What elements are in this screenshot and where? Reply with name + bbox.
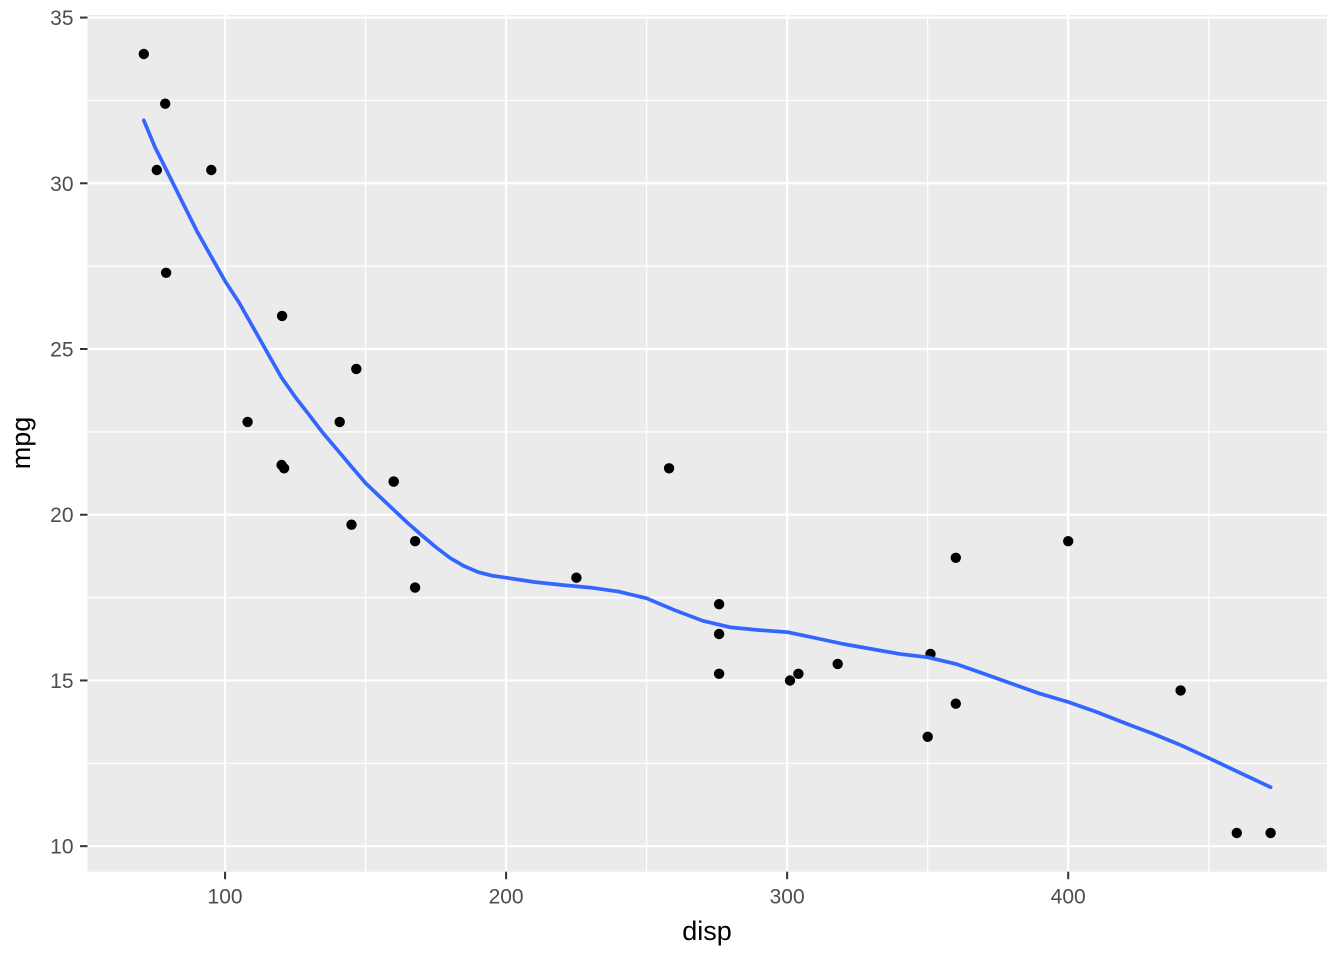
data-point — [409, 582, 421, 593]
data-point — [160, 98, 171, 109]
x-tick-label: 200 — [489, 886, 524, 909]
data-point — [388, 476, 399, 487]
axis-ticks — [80, 16, 1070, 880]
data-point — [950, 552, 961, 563]
y-tick-label: 20 — [50, 504, 73, 527]
x-tick-label: 400 — [1051, 886, 1086, 909]
data-point — [1175, 685, 1186, 696]
y-tick-label: 15 — [50, 670, 73, 693]
data-point — [663, 463, 675, 474]
data-point — [206, 164, 217, 176]
y-tick-label: 25 — [50, 339, 73, 362]
data-point — [713, 599, 725, 610]
y-axis-title: mpg — [6, 417, 36, 470]
x-tick-label: 300 — [770, 886, 805, 909]
data-point — [950, 698, 961, 709]
x-axis-title: disp — [682, 916, 732, 946]
data-point — [571, 572, 582, 583]
data-point — [713, 628, 725, 640]
data-point — [713, 668, 725, 679]
data-point — [242, 416, 253, 428]
x-tick-label: 100 — [208, 886, 243, 909]
panel-background — [87, 14, 1327, 872]
data-point — [276, 310, 288, 322]
data-point — [138, 48, 149, 60]
smooth-trend-line — [141, 118, 1273, 790]
data-point — [1265, 827, 1276, 839]
y-tick-label: 10 — [50, 836, 73, 859]
data-point — [784, 675, 796, 686]
y-tick-label: 30 — [50, 173, 73, 196]
data-point — [151, 164, 162, 176]
data-point — [334, 416, 345, 428]
minor-gridlines — [87, 14, 1327, 872]
data-point — [1063, 536, 1074, 547]
plot-panel — [87, 14, 1327, 872]
data-point — [160, 267, 172, 278]
data-point — [1231, 827, 1243, 839]
data-point — [832, 658, 843, 670]
data-point — [351, 363, 362, 375]
data-point — [278, 463, 290, 474]
y-tick-label: 35 — [50, 7, 73, 30]
major-gridlines — [87, 14, 1327, 872]
smooth-trend-layer — [141, 118, 1273, 790]
data-point — [346, 519, 357, 530]
data-point — [922, 731, 933, 742]
data-points — [138, 48, 1276, 839]
axis-tick-labels: 100 200 300 400 10 15 20 25 30 35 — [50, 7, 1086, 909]
data-point — [409, 536, 421, 547]
data-point — [793, 668, 804, 679]
